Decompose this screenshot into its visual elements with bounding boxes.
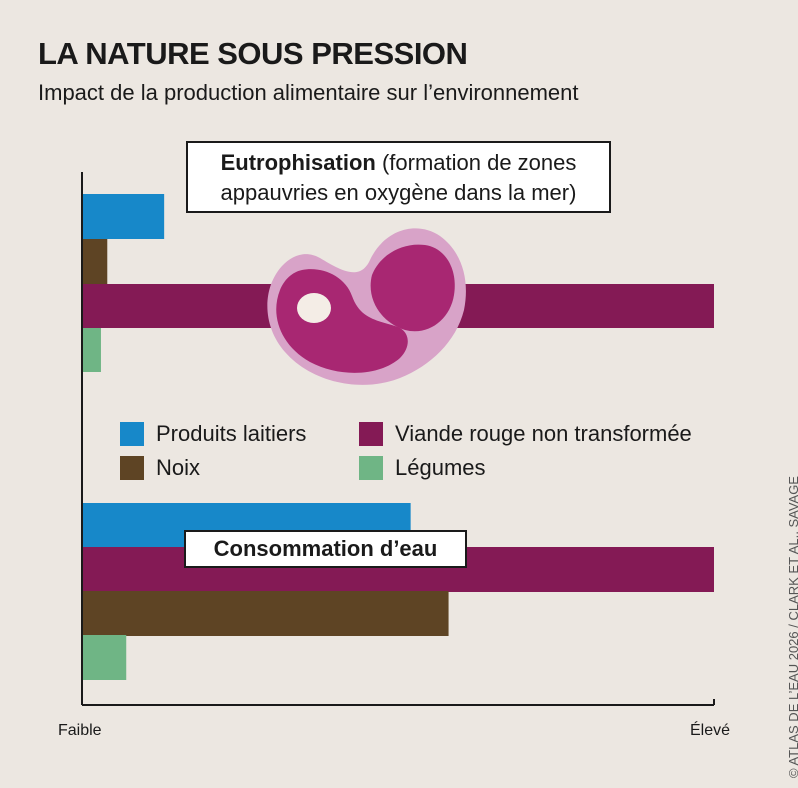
eutrophisation-title-rest: (formation de zones [375, 150, 577, 175]
consommation-eau-bars [82, 503, 714, 680]
consommation-eau-bar-legumes [82, 635, 127, 680]
consommation-eau-bar-noix [82, 591, 449, 636]
legend-item-viande-rouge: Viande rouge non transformée [359, 421, 692, 447]
eutrophisation-title: Eutrophisation [220, 150, 376, 175]
chart-title: LA NATURE SOUS PRESSION [38, 36, 468, 71]
chart-subtitle: Impact de la production alimentaire sur … [38, 80, 579, 105]
eutrophisation-bar-produits-laitiers [82, 194, 165, 239]
consommation-eau-label-box: Consommation d’eau [184, 530, 467, 568]
legend-item-produits-laitiers: Produits laitiers [120, 421, 306, 447]
legend-swatch-viande-rouge [359, 422, 383, 446]
x-axis-min-label: Faible [58, 722, 102, 739]
legend-swatch-noix [120, 456, 144, 480]
eutrophisation-title-line2: appauvries en oxygène dans la mer) [220, 180, 577, 205]
x-axis-max-label: Élevé [690, 722, 731, 739]
legend-swatch-produits-laitiers [120, 422, 144, 446]
legend-label-legumes: Légumes [395, 455, 486, 480]
legend-label-viande-rouge: Viande rouge non transformée [395, 421, 692, 446]
eutrophisation-label-box: Eutrophisation (formation de zones appau… [186, 141, 611, 213]
legend-label-noix: Noix [156, 455, 201, 480]
legend-item-noix: Noix [120, 455, 200, 481]
consommation-eau-title: Consommation d’eau [213, 536, 438, 561]
meat-steak-icon [267, 228, 466, 385]
source-credit: © ATLAS DE L’EAU 2026 / CLARK ET AL., SA… [786, 476, 798, 778]
legend-label-produits-laitiers: Produits laitiers [156, 421, 307, 446]
legend-swatch-legumes [359, 456, 383, 480]
eutrophisation-bar-legumes [82, 328, 101, 372]
eutrophisation-bar-noix [82, 239, 108, 284]
legend-item-legumes: Légumes [359, 455, 486, 481]
